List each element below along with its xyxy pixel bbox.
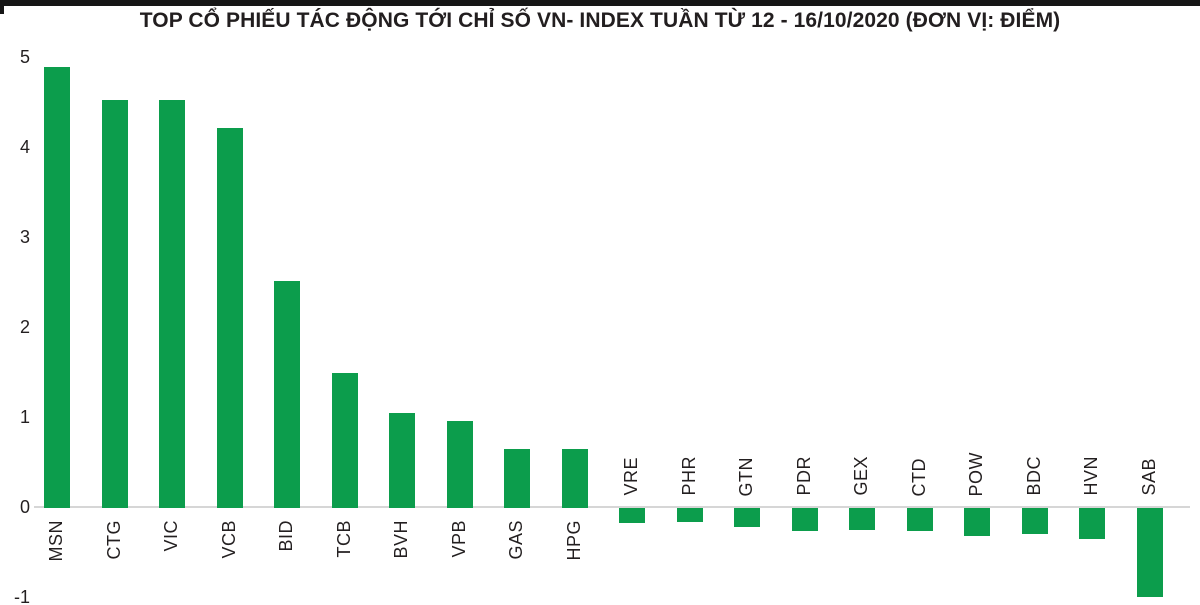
- category-label-sab: SAB: [1139, 458, 1159, 496]
- category-label-bid: BID: [276, 520, 296, 552]
- y-tick-label: 0: [19, 497, 30, 517]
- bar-pow: [964, 508, 990, 536]
- bar-phr: [677, 508, 703, 522]
- category-label-msn: MSN: [46, 520, 66, 562]
- category-label-vic: VIC: [161, 520, 181, 552]
- bar-hpg: [562, 449, 588, 508]
- category-label-vpb: VPB: [449, 520, 469, 558]
- bar-gex: [849, 508, 875, 530]
- category-label-vre: VRE: [621, 457, 641, 496]
- bar-gtn: [734, 508, 760, 527]
- bar-sab: [1137, 508, 1163, 597]
- bar-vcb: [217, 128, 243, 508]
- category-label-ctg: CTG: [104, 520, 124, 560]
- y-tick-label: 3: [19, 227, 30, 247]
- y-tick-label: 5: [19, 47, 30, 67]
- bar-vpb: [447, 421, 473, 508]
- category-label-hpg: HPG: [564, 520, 584, 561]
- category-label-bvh: BVH: [391, 520, 411, 559]
- bar-ctg: [102, 100, 128, 508]
- left-border-strip: [0, 0, 4, 14]
- category-label-bdc: BDC: [1024, 456, 1044, 496]
- bar-vic: [159, 100, 185, 508]
- bar-ctd: [907, 508, 933, 531]
- category-label-hvn: HVN: [1081, 456, 1101, 496]
- x-axis-line: [34, 506, 1190, 508]
- bar-vre: [619, 508, 645, 523]
- category-label-ctd: CTD: [909, 457, 929, 497]
- category-label-phr: PHR: [679, 456, 699, 496]
- category-label-tcb: TCB: [334, 520, 354, 558]
- category-label-gas: GAS: [506, 520, 526, 560]
- bar-gas: [504, 449, 530, 508]
- bar-bid: [274, 281, 300, 508]
- category-label-pdr: PDR: [794, 456, 814, 496]
- chart-title: TOP CỔ PHIẾU TÁC ĐỘNG TỚI CHỈ SỐ VN- IND…: [139, 9, 1061, 32]
- bar-hvn: [1079, 508, 1105, 539]
- category-label-gtn: GTN: [736, 456, 756, 497]
- bar-pdr: [792, 508, 818, 531]
- bar-tcb: [332, 373, 358, 508]
- y-tick-label: -1: [13, 587, 30, 605]
- y-tick-label: 2: [19, 317, 30, 337]
- category-label-gex: GEX: [851, 456, 871, 496]
- bar-bvh: [389, 413, 415, 508]
- category-label-vcb: VCB: [219, 520, 239, 559]
- bar-msn: [44, 67, 70, 508]
- category-label-pow: POW: [966, 451, 986, 497]
- y-tick-label: 4: [19, 137, 30, 157]
- y-tick-label: 1: [19, 407, 30, 427]
- top-border-strip: [0, 0, 1200, 6]
- bar-bdc: [1022, 508, 1048, 534]
